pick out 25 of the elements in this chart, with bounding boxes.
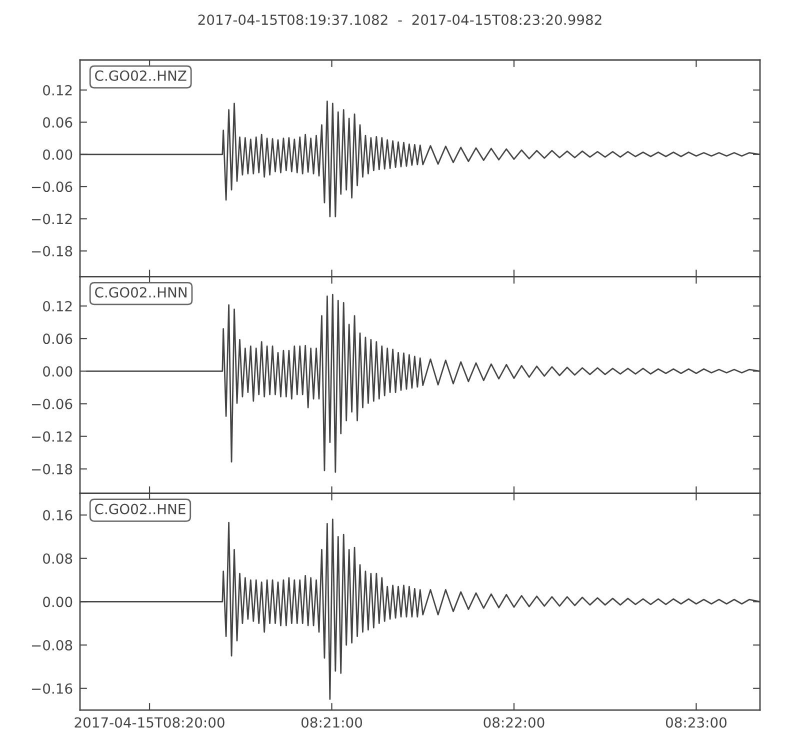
- annotation: C.GO02..HNN: [95, 287, 186, 298]
- y-tick-label: −0.16: [32, 683, 72, 694]
- y-tick-label: 0.06: [43, 117, 72, 128]
- y-tick-label: −0.18: [32, 246, 72, 256]
- x-tick-label: 08:23:00: [666, 717, 726, 728]
- x-tick-label: 08:21:00: [301, 717, 362, 728]
- y-tick-label: −0.12: [32, 214, 72, 224]
- y-tick-label: 0.00: [43, 366, 72, 377]
- y-tick-label: 0.16: [43, 510, 72, 520]
- y-tick-label: −0.08: [32, 640, 72, 650]
- annotation: C.GO02..HNZ: [95, 70, 186, 81]
- y-tick-label: 0.12: [43, 300, 72, 312]
- y-tick-label: 0.08: [43, 553, 72, 564]
- y-tick-label: 0.00: [43, 596, 72, 608]
- y-tick-label: −0.18: [32, 464, 72, 474]
- x-tick-label: 2017-04-15T08:20:00: [74, 717, 224, 728]
- y-tick-label: 0.06: [43, 334, 72, 344]
- x-tick-label: 08:22:00: [484, 717, 544, 728]
- y-tick-label: −0.06: [32, 398, 72, 410]
- annotation: C.GO02..HNE: [95, 504, 186, 514]
- y-tick-label: −0.12: [32, 431, 72, 442]
- y-tick-label: 0.12: [43, 85, 72, 96]
- chart-title: 2017-04-15T08:19:37.1082 - 2017-04-15T08:23:20.9982: [198, 14, 602, 26]
- y-tick-label: −0.06: [32, 182, 72, 192]
- y-tick-label: 0.00: [43, 149, 72, 160]
